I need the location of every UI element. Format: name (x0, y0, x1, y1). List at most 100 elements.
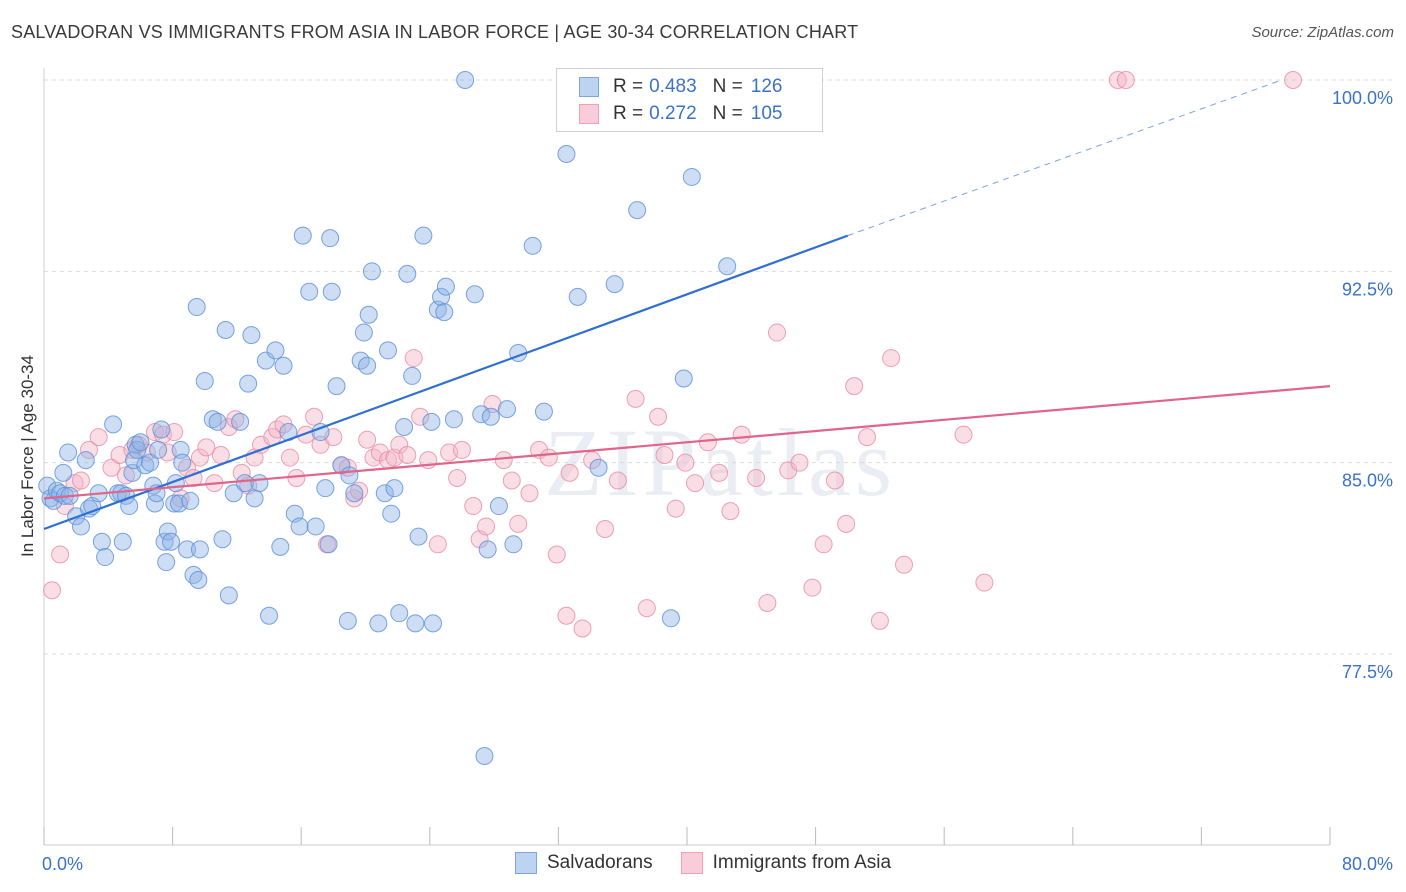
asia-point (190, 448, 209, 467)
asia-point (954, 425, 973, 444)
salvadoran-point (682, 167, 701, 186)
n-label: N = (712, 103, 743, 124)
salvadoran-point (290, 517, 309, 536)
asia-point (71, 471, 90, 490)
salvadoran-point (362, 262, 381, 281)
x-tick-label-right: 80.0% (1342, 854, 1393, 874)
salvadoran-point (152, 420, 171, 439)
salvadoran-point (300, 282, 319, 301)
salvadoran-point (504, 535, 523, 554)
salvadoran-point (398, 264, 417, 283)
r-value: 0.272 (649, 103, 697, 124)
salvadorans-trend-extension (847, 79, 1282, 237)
asia-point (428, 535, 447, 554)
salvadoran-point (190, 540, 209, 559)
legend-label: Immigrants from Asia (712, 852, 892, 873)
asia-point (452, 440, 471, 459)
salvadoran-point (242, 326, 261, 345)
salvadoran-point (155, 532, 174, 551)
asia-point (89, 428, 108, 447)
asia-point (448, 468, 467, 487)
salvadoran-point (316, 479, 335, 498)
salvadoran-point (319, 535, 338, 554)
y-tick-label: 100.0% (1332, 88, 1393, 108)
asia-point (649, 407, 668, 426)
salvadoran-point (403, 366, 422, 385)
asia-point (698, 433, 717, 452)
salvadoran-point (181, 491, 200, 510)
salvadoran-point (184, 565, 203, 584)
asia-point (305, 407, 324, 426)
asia-point (975, 573, 994, 592)
x-tick-label-left: 0.0% (42, 854, 83, 874)
salvadoran-point (113, 532, 132, 551)
asia-point (837, 514, 856, 533)
legend-row-asia: R = 0.272 N = 105 (579, 102, 782, 126)
asia-swatch (680, 852, 703, 874)
asia-point (280, 448, 299, 467)
salvadoran-point (239, 374, 258, 393)
salvadoran-point (409, 527, 428, 546)
asia-point (721, 502, 740, 521)
asia-point (845, 377, 864, 396)
n-value: 105 (750, 103, 783, 124)
salvadoran-point (213, 530, 232, 549)
salvadoran-point (173, 453, 192, 472)
asia-point (404, 349, 423, 368)
asia-point (547, 545, 566, 564)
salvadoran-point (340, 466, 359, 485)
asia-point (825, 471, 844, 490)
asia-point (758, 593, 777, 612)
salvadoran-point (76, 451, 95, 470)
salvadoran-point (456, 71, 475, 89)
asia-point (655, 446, 674, 465)
chart-source: Source: ZipAtlas.com (1251, 24, 1394, 41)
asia-point (557, 606, 576, 625)
salvadoran-point (235, 474, 254, 493)
asia-point (539, 448, 558, 467)
salvadoran-point (436, 277, 455, 296)
asia-point (43, 581, 62, 600)
asia-point (197, 438, 216, 457)
salvadoran-point (375, 484, 394, 503)
asia-point (573, 619, 592, 638)
asia-point (102, 458, 121, 477)
legend-item-asia[interactable]: Immigrants from Asia (680, 852, 892, 874)
salvadoran-point (250, 474, 269, 493)
legend-item-salvadorans[interactable]: Salvadorans (514, 852, 653, 874)
salvadoran-point (390, 604, 409, 623)
asia-point (637, 599, 656, 618)
salvadoran-point (379, 341, 398, 360)
salvadoran-point (203, 410, 222, 429)
salvadoran-point (478, 540, 497, 559)
salvadoran-point (178, 540, 197, 559)
asia-point (398, 446, 417, 465)
asia-point (710, 463, 729, 482)
salvadoran-point (219, 586, 238, 605)
asia-point (211, 446, 230, 465)
n-label: N = (712, 76, 743, 97)
salvadoran-point (54, 463, 73, 482)
series-legend: Salvadorans Immigrants from Asia (0, 852, 1406, 874)
salvadoran-point (674, 369, 693, 388)
asia-point (477, 517, 496, 536)
r-value: 0.483 (649, 76, 697, 97)
salvadoran-point (497, 400, 516, 419)
salvadoran-point (96, 548, 115, 567)
salvadoran-point (321, 229, 340, 248)
salvadoran-point (424, 614, 443, 633)
salvadoran-point (358, 356, 377, 375)
salvadoran-point (158, 522, 177, 541)
salvadoran-point (444, 410, 463, 429)
asia-point (350, 481, 369, 500)
asia-point (219, 417, 238, 436)
asia-point (814, 535, 833, 554)
salvadoran-point (465, 285, 484, 304)
salvadoran-point (432, 287, 451, 306)
asia-point (411, 407, 430, 426)
salvadoran-point (322, 282, 341, 301)
salvadoran-point (489, 497, 508, 516)
trend-lines (43, 79, 1331, 531)
legend-row-salvadorans: R = 0.483 N = 126 (579, 75, 782, 99)
salvadoran-point (534, 402, 553, 421)
